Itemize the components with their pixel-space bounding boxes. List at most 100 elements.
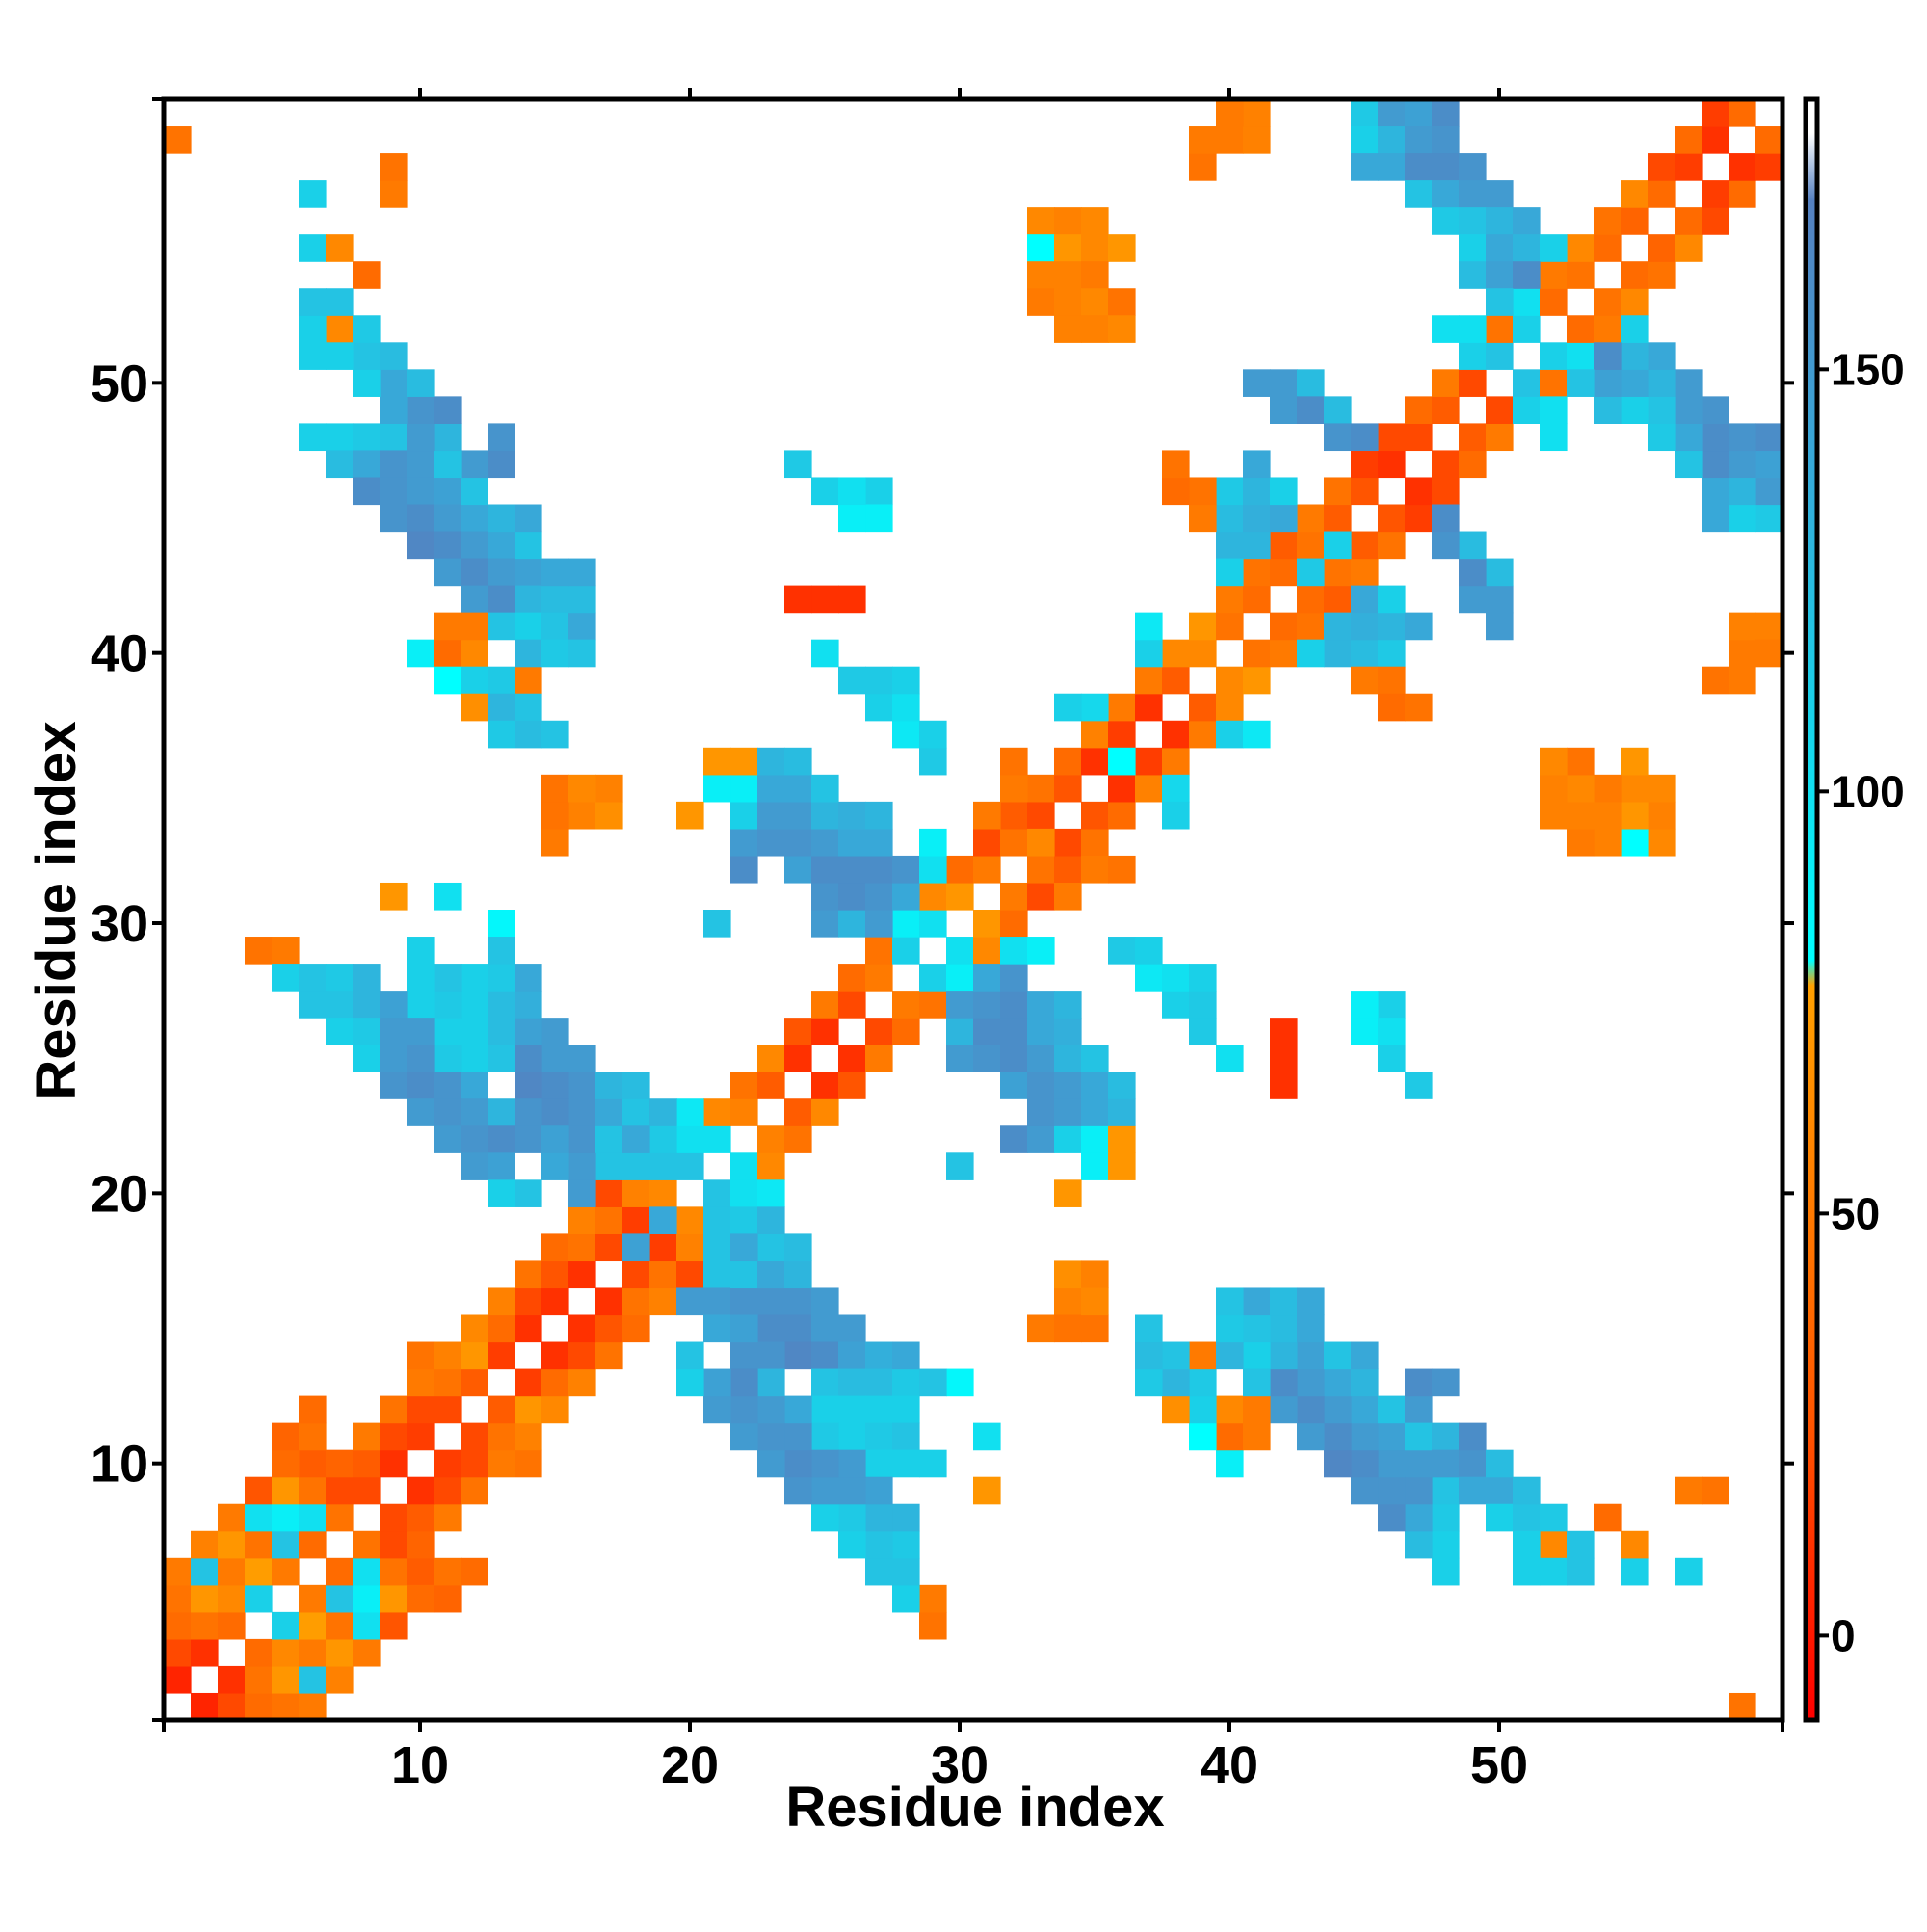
heatmap-cell [1135,639,1163,668]
heatmap-cell [568,1045,596,1072]
heatmap-cell [1054,207,1082,235]
heatmap-cell [838,477,866,506]
heatmap-cell [1270,558,1298,587]
heatmap-cell [1459,315,1487,343]
heatmap-cell [1297,639,1325,668]
heatmap-cell [1432,180,1460,208]
heatmap-cell [326,1557,354,1586]
heatmap-cell [676,1152,704,1180]
heatmap-cell [1729,639,1756,668]
heatmap-cell [784,1449,812,1478]
heatmap-cell [757,1179,785,1207]
heatmap-cell [1351,991,1379,1019]
heatmap-cell [1540,747,1568,776]
heatmap-cell [892,991,920,1019]
heatmap-cell [1135,1314,1163,1343]
heatmap-cell [1216,477,1244,506]
heatmap-cell [1755,450,1783,479]
heatmap-cell [245,1584,273,1613]
heatmap-cell [353,369,381,397]
heatmap-cell [1270,612,1298,641]
heatmap-cell [299,1476,327,1505]
heatmap-cell [703,1233,731,1262]
heatmap-cell [865,666,893,695]
heatmap-cell [461,964,488,992]
heatmap-cell [892,1422,920,1451]
heatmap-cell [407,477,435,506]
heatmap-cell [461,1449,488,1478]
heatmap-cell [730,1287,758,1316]
heatmap-cell [488,1314,515,1343]
heatmap-cell [1162,964,1190,992]
heatmap-cell [1027,1018,1055,1045]
heatmap-cell [488,1341,515,1370]
heatmap-cell [892,666,920,695]
heatmap-cell [461,504,488,533]
heatmap-cell [515,1072,542,1099]
heatmap-cell [1027,1098,1055,1126]
heatmap-cell [946,964,974,992]
heatmap-cell [1621,828,1649,857]
heatmap-cell [1351,477,1379,506]
heatmap-cell [407,964,435,992]
heatmap-cell [649,1152,677,1180]
heatmap-cell [380,1018,408,1045]
heatmap-cell [1405,1449,1433,1478]
heatmap-cell [1054,1179,1082,1207]
heatmap-cell [541,612,569,641]
heatmap-cell [353,315,381,343]
heatmap-cell [946,1368,974,1397]
heatmap-cell [488,720,515,749]
heatmap-cell [434,1098,462,1126]
heatmap-cell [272,1422,300,1451]
heatmap-cell [622,1179,650,1207]
heatmap-cell [1081,801,1109,830]
heatmap-cell [1432,126,1460,154]
heatmap-cell [649,1233,677,1262]
heatmap-cell [1108,1152,1136,1180]
heatmap-cell [326,1638,354,1667]
heatmap-cell [1162,477,1190,506]
heatmap-cell [1594,234,1622,262]
heatmap-cell [1486,423,1514,452]
heatmap-cell [946,1152,974,1180]
heatmap-cell [1486,288,1514,316]
heatmap-cell [1270,396,1298,424]
heatmap-cell [865,1530,893,1559]
heatmap-cell [1243,585,1271,614]
heatmap-cell [1054,1072,1082,1099]
heatmap-cell [1702,666,1729,695]
heatmap-cell [1108,693,1136,722]
heatmap-cell [245,937,273,965]
heatmap-cell [568,1368,596,1397]
heatmap-cell [1270,639,1298,668]
colorbar-tick-label: 150 [1831,344,1905,394]
heatmap-cell [1135,747,1163,776]
heatmap-cell [1486,558,1514,587]
heatmap-cell [434,1476,462,1505]
heatmap-cell [1324,531,1352,560]
heatmap-cell [838,1449,866,1478]
heatmap-cell [1270,504,1298,533]
heatmap-cell [1540,774,1568,803]
heatmap-cell [730,1206,758,1234]
heatmap-cell [1243,666,1271,695]
heatmap-cell [757,1233,785,1262]
heatmap-cell [245,1638,273,1667]
heatmap-cell [1081,828,1109,857]
heatmap-cell [973,828,1001,857]
heatmap-cell [272,1665,300,1694]
heatmap-cell [434,504,462,533]
heatmap-cell [353,1638,381,1667]
heatmap-cell [865,504,893,533]
heatmap-cell [1513,234,1541,262]
heatmap-cell [1351,1018,1379,1045]
heatmap-cell [515,720,542,749]
heatmap-cell [1486,234,1514,262]
heatmap-cell [1567,342,1595,370]
heatmap-cell [1135,774,1163,803]
heatmap-cell [730,828,758,857]
heatmap-cell [1432,477,1460,506]
heatmap-cell [1405,1368,1433,1397]
heatmap-cell [1513,288,1541,316]
